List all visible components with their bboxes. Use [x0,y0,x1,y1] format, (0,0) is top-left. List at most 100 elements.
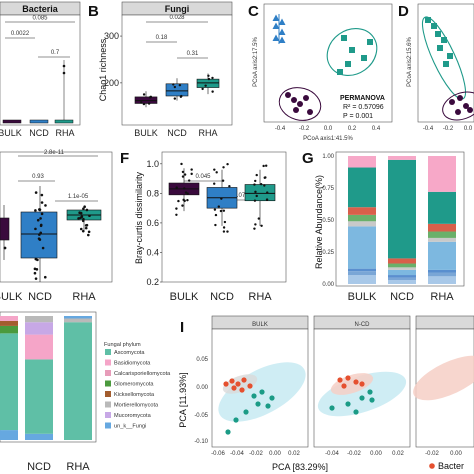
panel-f-point [181,175,185,178]
panel-f-point [226,230,229,233]
panel-c-xtick: -0.2 [299,126,310,132]
panel-e-point [79,216,82,220]
panel-g-bar-segment [388,159,416,259]
panel-i-point-bacteria [337,377,343,383]
panel-g-bar-segment [428,223,456,232]
panel-e-point [87,233,90,237]
panel-f-point [220,197,223,200]
panel-g-bar-segment [428,272,456,277]
panel-f-point [181,170,185,174]
panel-c-point-ncd [272,22,280,29]
panel-c-point-rha [345,61,351,67]
panel-b-point [207,77,211,81]
panel-i-point-fungi [359,395,365,401]
panel-f-point [213,208,217,211]
panel-f-point [228,185,231,188]
panel-h-bar-segment [64,316,92,319]
panel-g-ytick: 1.00 [322,154,334,160]
panel-e-point [85,223,89,227]
panel-f-point [187,179,191,182]
panel-h-legend-swatch [105,380,111,387]
panel-f-point [175,207,178,210]
panel-c-point-ncd [278,18,286,25]
panel-h-bar-segment [25,316,53,323]
panel-h-bar-segment [64,318,92,323]
panel-e-point [82,207,85,211]
panel-d-point-rha [435,31,441,37]
panel-b-ytick: 200 [104,78,119,88]
panel-i-point-fungi [367,389,373,395]
panel-b-point [173,85,177,89]
panel-e-point [84,226,88,230]
panel-f-point [263,176,266,179]
panel-g-bar-segment [348,207,376,215]
panel-b-ytick: 300 [104,31,119,41]
panel-i-point-fungi [369,397,375,403]
panel-g-bar-segment [428,231,456,238]
panel-b-pvalue: 0.31 [187,51,199,57]
panel-i-point-bacteria [345,375,351,381]
panel-f-plot-area [161,151,287,283]
panel-d-point-bulk [457,95,463,101]
panel-h-bar-segment [0,430,18,440]
panel-f-point [223,220,227,224]
panel-e-point [88,214,91,218]
panel-a-outlier [62,64,66,68]
panel-e-point [40,193,44,197]
panel-f-point [181,204,184,207]
panel-i-xtick: -0.04 [230,451,244,457]
panel-i-xtick: 0.00 [269,451,281,457]
panel-b-point [180,94,183,98]
panel-d-point-rha [431,23,437,29]
panel-d-point-rha [441,37,447,43]
panel-f-point [260,224,263,228]
panel-e-point [34,209,37,212]
panel-f-point [262,164,265,168]
panel-d-label: D [398,3,409,20]
panel-b-box [165,83,189,97]
panel-d-point-rha [443,61,449,67]
panel-e-xtick-ncd: NCD [28,291,52,303]
panel-e-point [38,208,41,212]
panel-f-point [253,183,256,186]
panel-e-xtick-rha: RHA [72,291,96,303]
panel-f-point [264,164,268,167]
panel-f-point [255,173,258,177]
panel-b-point [140,101,143,104]
panel-e-point [39,217,42,220]
panel-f-point [254,223,257,226]
panel-f-point [222,230,226,233]
panel-d-xtick: -0.2 [443,126,454,132]
panel-h-legend-swatch [105,359,111,366]
panel-i-xtick: 0.00 [370,451,382,457]
panel-g-xtick: BULK [348,291,377,303]
panel-f-point [253,199,257,202]
panel-e-point [81,229,85,233]
panel-f-ytick: 1.0 [146,159,159,169]
panel-e-point [34,257,38,261]
panel-f-xtick: NCD [210,291,234,303]
panel-h-legend-label: Mucoromycota [114,413,152,419]
panel-i-point-fungi [269,395,275,401]
panel-e-point [82,217,85,221]
panel-h-legend-swatch [105,349,111,355]
panel-h-legend-title: Fungal phylum [104,342,141,348]
panel-b-point [211,90,214,93]
panel-d-point-bulk [455,109,461,115]
panel-d-ellipse-rha [421,16,467,100]
panel-d-point-bulk [467,107,473,113]
panel-i-ellipse-bacteria [413,355,474,401]
panel-c-point-ncd [278,36,286,43]
panel-i-ellipse-fungi [317,371,407,417]
panel-b-point [211,76,214,80]
panel-f-point [254,190,257,194]
panel-h-legend-label: Calcarisporiellomycota [114,371,171,377]
panel-h-legend-swatch [105,422,111,429]
panel-i-ytick: 0.05 [196,357,208,363]
panel-h-legend-label: Glomeromycota [114,382,154,388]
panel-f-pvalue: 0.073 [233,193,249,199]
panel-b-xtick: NCD [167,128,187,138]
panel-g-bar-segment [428,191,456,224]
panel-h-bar-segment [0,333,18,431]
